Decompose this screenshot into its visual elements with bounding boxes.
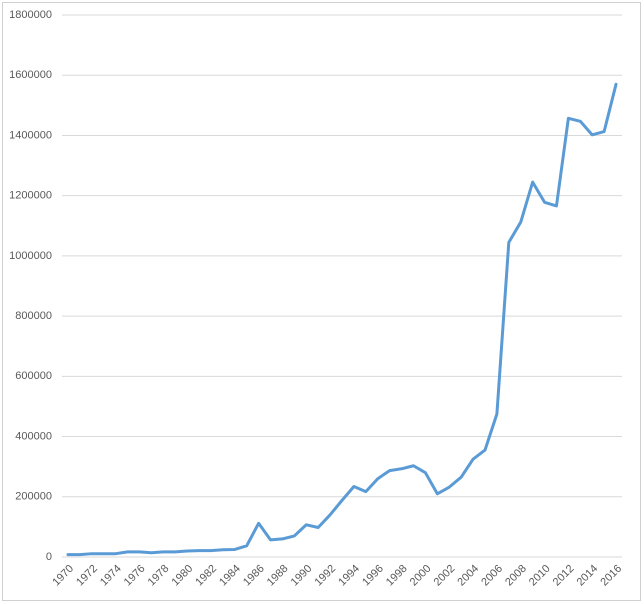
y-tick-label: 400000 xyxy=(15,430,52,442)
y-tick-label: 1200000 xyxy=(9,190,52,202)
y-tick-label: 1400000 xyxy=(9,129,52,141)
y-tick-label: 1800000 xyxy=(9,9,52,21)
y-tick-label: 1000000 xyxy=(9,250,52,262)
y-tick-label: 1600000 xyxy=(9,69,52,81)
y-tick-label: 200000 xyxy=(15,491,52,503)
y-tick-label: 600000 xyxy=(15,370,52,382)
y-tick-label: 800000 xyxy=(15,310,52,322)
y-tick-label: 0 xyxy=(46,551,52,563)
data-line xyxy=(66,82,618,557)
